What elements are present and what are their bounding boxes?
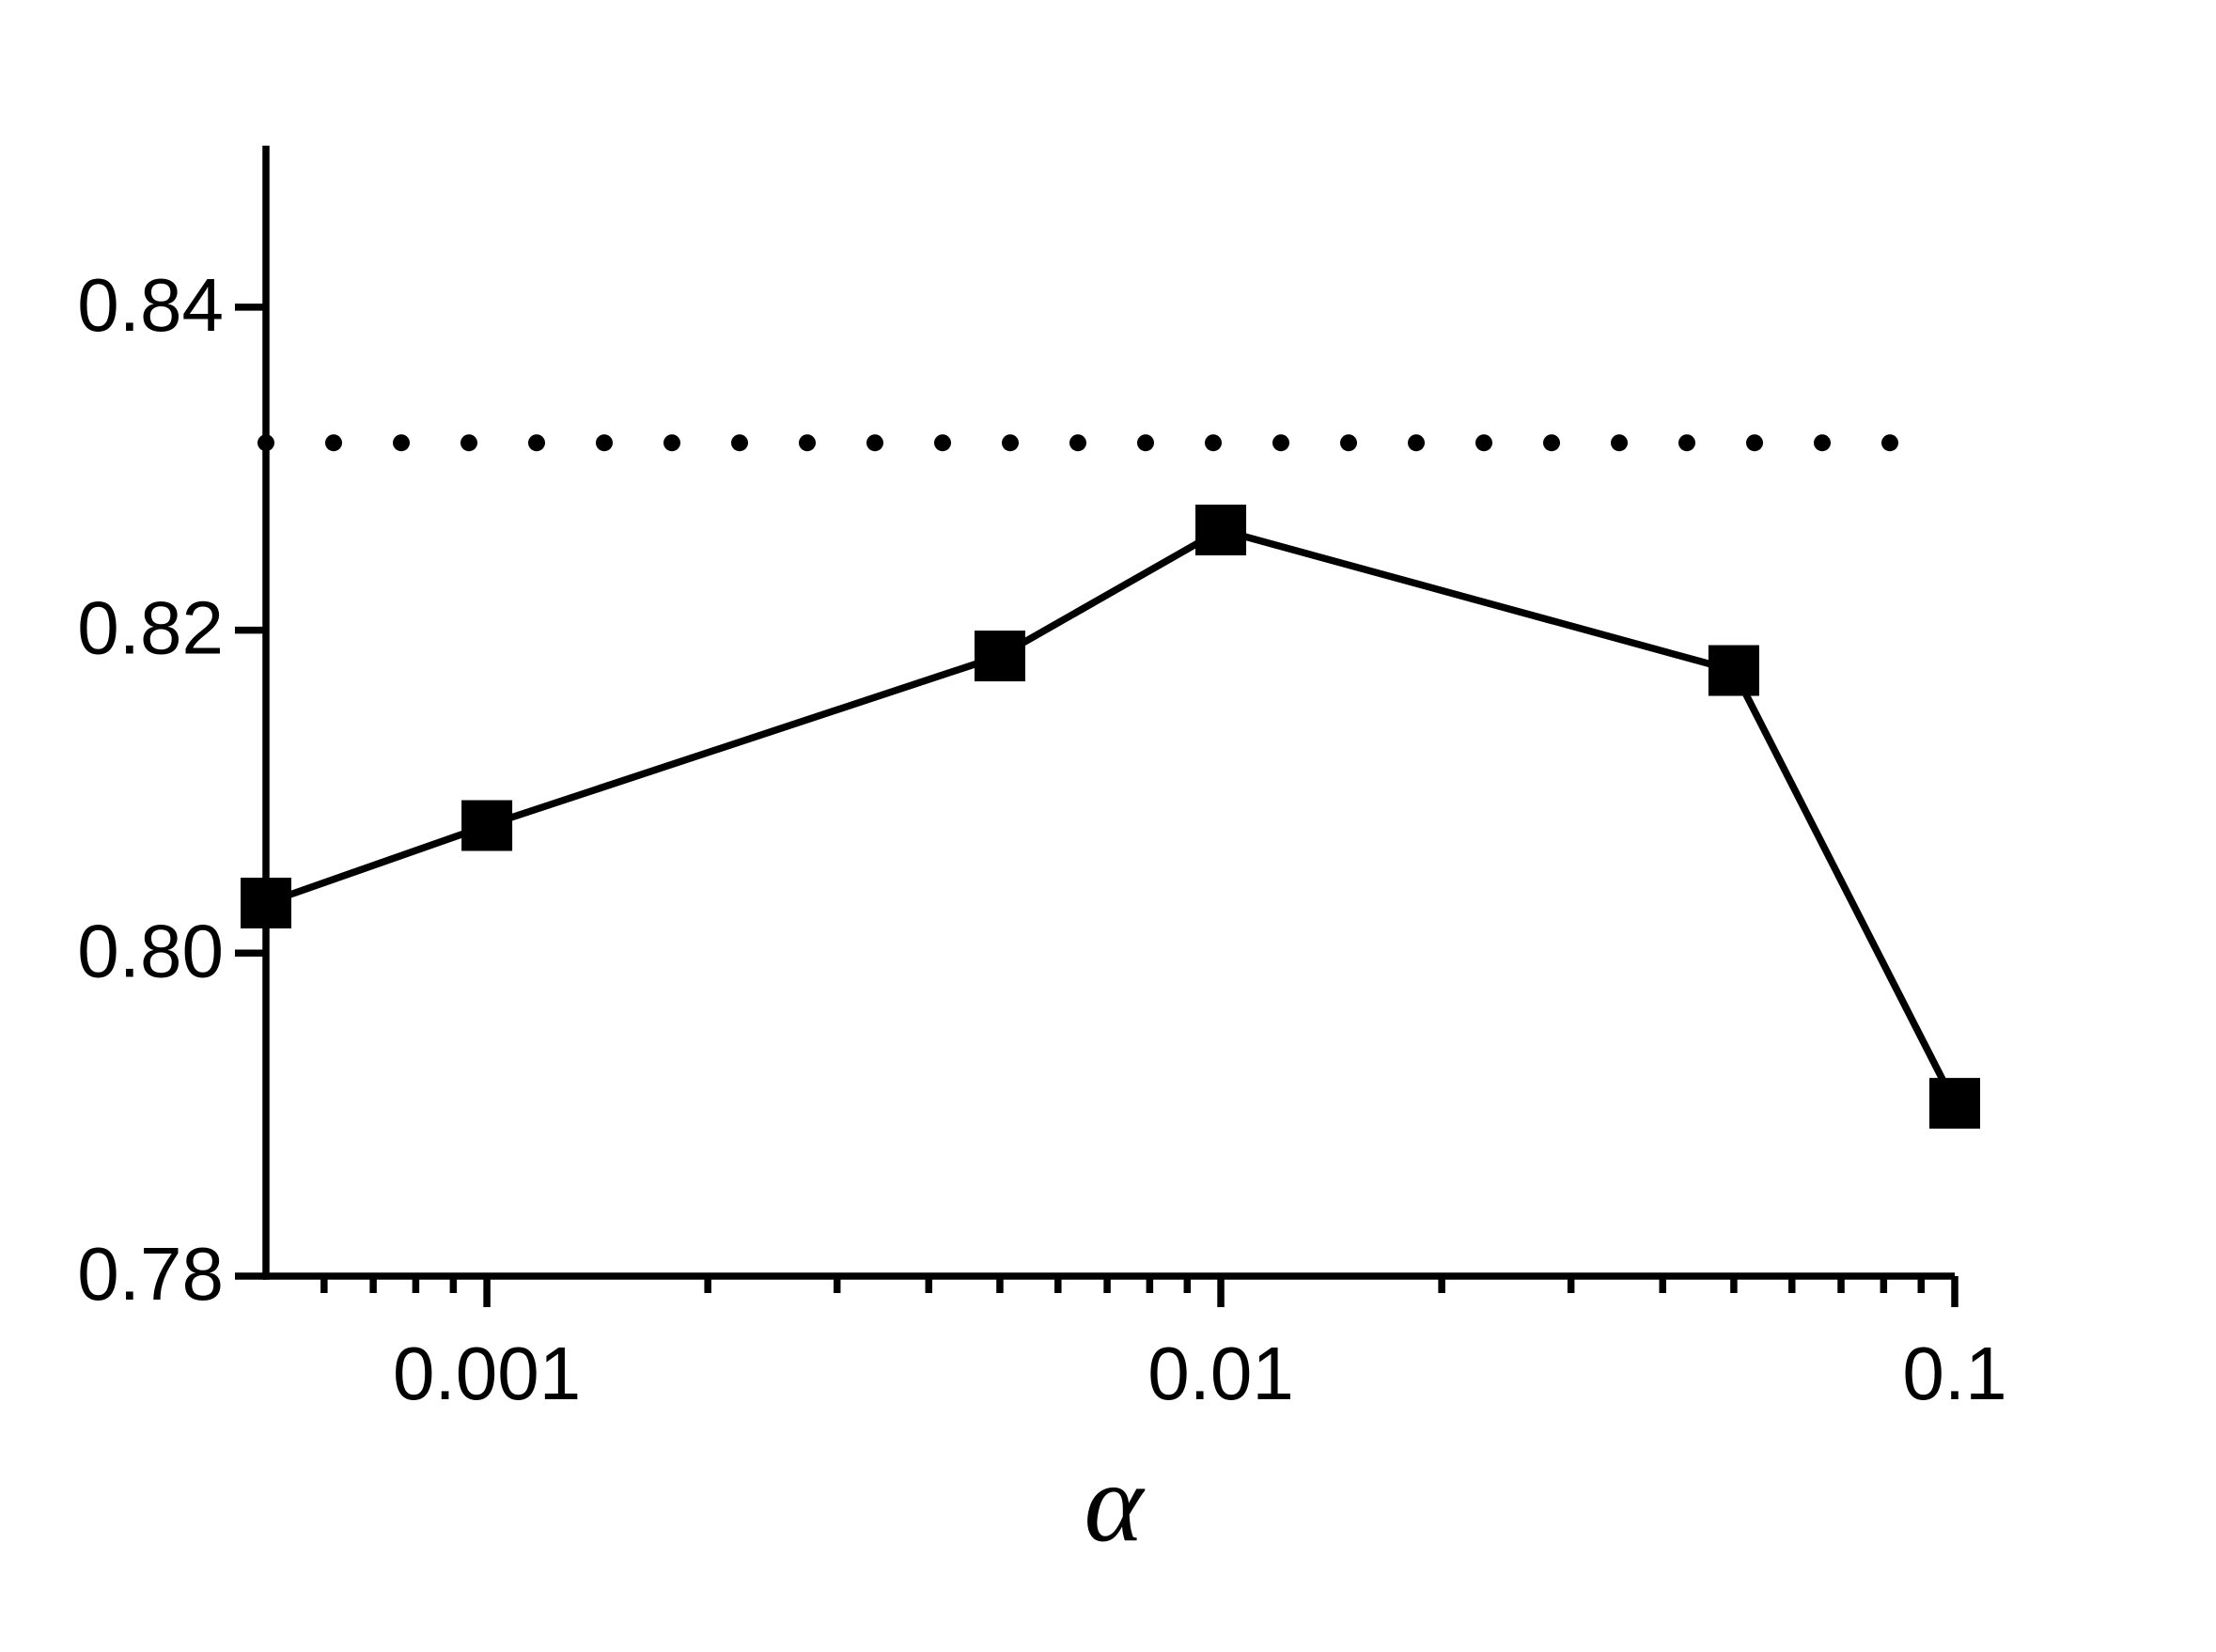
data-marker	[1195, 505, 1247, 556]
data-marker	[461, 800, 513, 851]
x-axis-label: α	[1085, 1441, 1146, 1566]
y-tick-label: 0.80	[77, 909, 224, 992]
x-tick-label: 0.01	[1147, 1332, 1294, 1415]
y-tick-label: 0.82	[77, 586, 224, 670]
data-marker	[974, 631, 1025, 682]
x-tick-label: 0.1	[1902, 1332, 2006, 1415]
data-marker	[241, 878, 291, 929]
x-tick-label: 0.001	[393, 1332, 581, 1415]
y-tick-label: 0.84	[77, 263, 224, 347]
data-marker	[1929, 1078, 1980, 1130]
y-tick-label: 0.78	[77, 1232, 224, 1316]
data-marker	[1708, 645, 1759, 696]
data-line	[264, 526, 1959, 1105]
